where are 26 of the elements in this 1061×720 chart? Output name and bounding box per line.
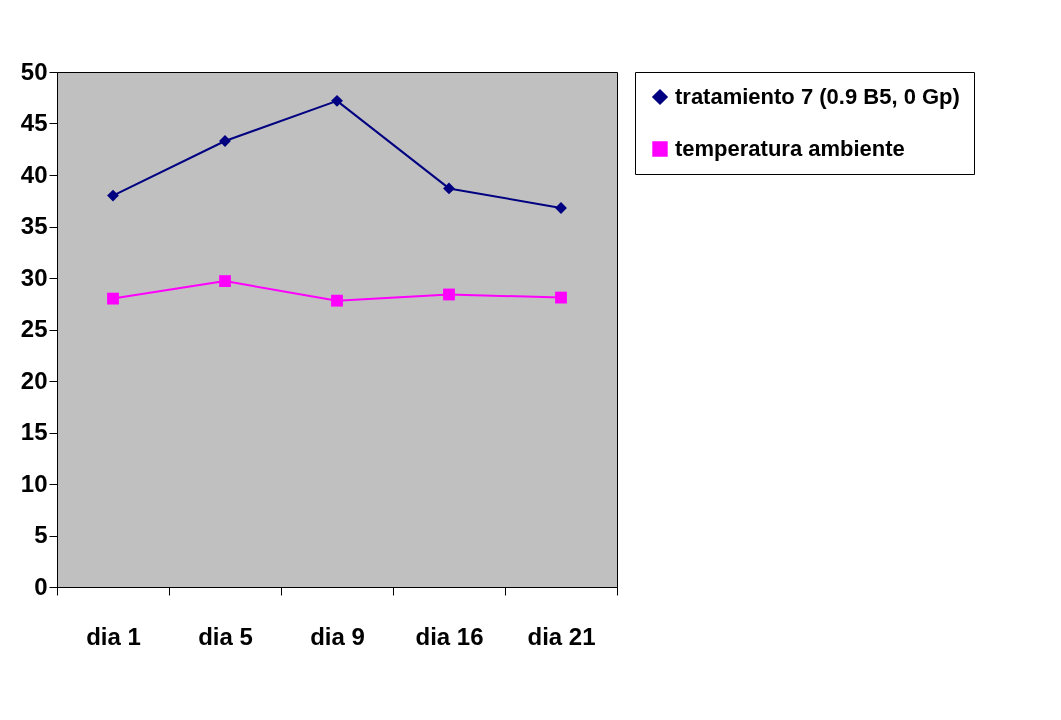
- y-tick-label: 0: [34, 572, 48, 600]
- y-tick-label: 45: [20, 109, 48, 136]
- point: [555, 291, 567, 304]
- x-tick-label: dia 5: [198, 622, 253, 650]
- point: [331, 294, 343, 307]
- legend-label: temperatura ambiente: [675, 136, 905, 161]
- y-tick-label: 5: [34, 521, 48, 548]
- point: [331, 94, 343, 107]
- x-tick-label: dia 1: [86, 622, 141, 650]
- point: [107, 292, 119, 305]
- y-tick-label: 35: [20, 212, 48, 239]
- x-tick-label: dia 9: [310, 622, 365, 650]
- point: [107, 189, 119, 202]
- y-tick-label: 15: [20, 418, 48, 445]
- y-tick-label: 40: [20, 160, 48, 188]
- x-tick-label: dia 16: [415, 622, 484, 650]
- point: [219, 275, 231, 288]
- x-tick-label: dia 21: [527, 622, 596, 650]
- legend-label: tratamiento 7 (0.9 B5, 0 Gp): [675, 84, 960, 109]
- y-tick-label: 20: [20, 366, 48, 394]
- point: [443, 182, 455, 195]
- y-tick-label: 30: [20, 263, 48, 291]
- y-tick-label: 25: [20, 315, 48, 342]
- y-tick-label: 10: [20, 469, 48, 497]
- point: [443, 288, 455, 301]
- y-tick-label: 50: [20, 57, 48, 85]
